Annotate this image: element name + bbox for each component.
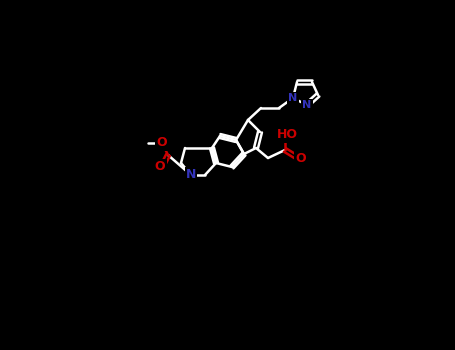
Text: O: O: [296, 152, 306, 164]
Text: N: N: [288, 93, 298, 103]
Text: N: N: [186, 168, 196, 182]
Text: O: O: [157, 136, 167, 149]
Text: HO: HO: [277, 128, 298, 141]
Text: O: O: [155, 161, 165, 174]
Text: N: N: [303, 100, 312, 110]
